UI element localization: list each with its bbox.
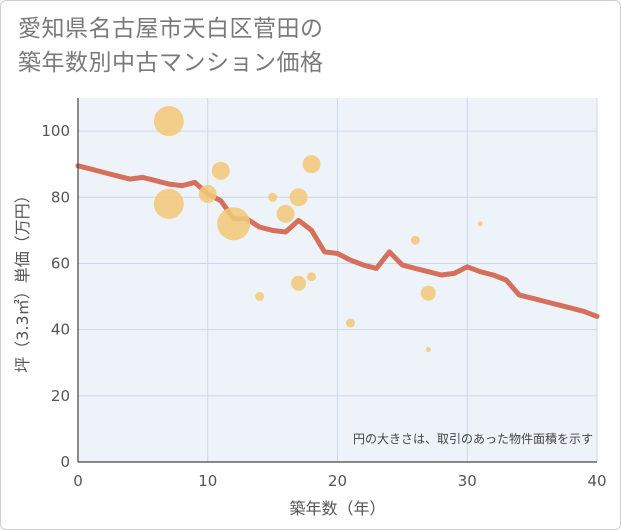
x-axis-title: 築年数（年） <box>289 499 385 518</box>
y-tick-label: 100 <box>41 122 70 140</box>
y-tick-label: 80 <box>51 188 70 206</box>
x-tick-label: 30 <box>458 472 477 490</box>
y-axis-title: 坪（3.3㎡）単価（万円） <box>13 187 32 372</box>
y-tick-label: 20 <box>51 387 70 405</box>
data-bubble <box>477 221 483 227</box>
data-bubble <box>153 106 184 137</box>
x-tick-label: 20 <box>328 472 347 490</box>
y-tick-label: 60 <box>51 254 70 272</box>
data-bubble <box>307 272 317 282</box>
data-bubble <box>255 292 265 302</box>
data-bubble <box>289 188 308 207</box>
y-tick-label: 0 <box>60 453 70 471</box>
data-bubble <box>410 235 420 245</box>
data-bubble <box>302 155 321 174</box>
trend-line-group <box>75 163 600 319</box>
bubble-group <box>153 106 483 352</box>
trend-line <box>75 163 600 319</box>
data-bubble <box>345 318 355 328</box>
data-bubble <box>420 285 436 301</box>
chart-title: 愛知県名古屋市天白区菅田の 築年数別中古マンション価格 <box>18 12 324 80</box>
size-annotation: 円の大きさは、取引のあった物件面積を示す <box>353 431 593 446</box>
x-tick-label: 0 <box>73 472 83 490</box>
axes: 0 20 40 60 80 100 0 10 20 30 40 <box>41 98 607 490</box>
data-bubble <box>276 204 295 223</box>
data-bubble <box>211 161 230 180</box>
data-bubble <box>153 188 184 219</box>
data-bubble <box>217 207 251 241</box>
x-tick-label: 10 <box>198 472 217 490</box>
data-bubble <box>425 346 431 352</box>
data-bubble <box>268 192 278 202</box>
data-bubble <box>291 275 307 291</box>
chart-title-line2: 築年数別中古マンション価格 <box>18 50 324 76</box>
x-tick-label: 40 <box>587 472 606 490</box>
chart-title-line1: 愛知県名古屋市天白区菅田の <box>18 16 324 42</box>
y-tick-label: 40 <box>51 321 70 339</box>
data-bubble <box>198 184 217 203</box>
